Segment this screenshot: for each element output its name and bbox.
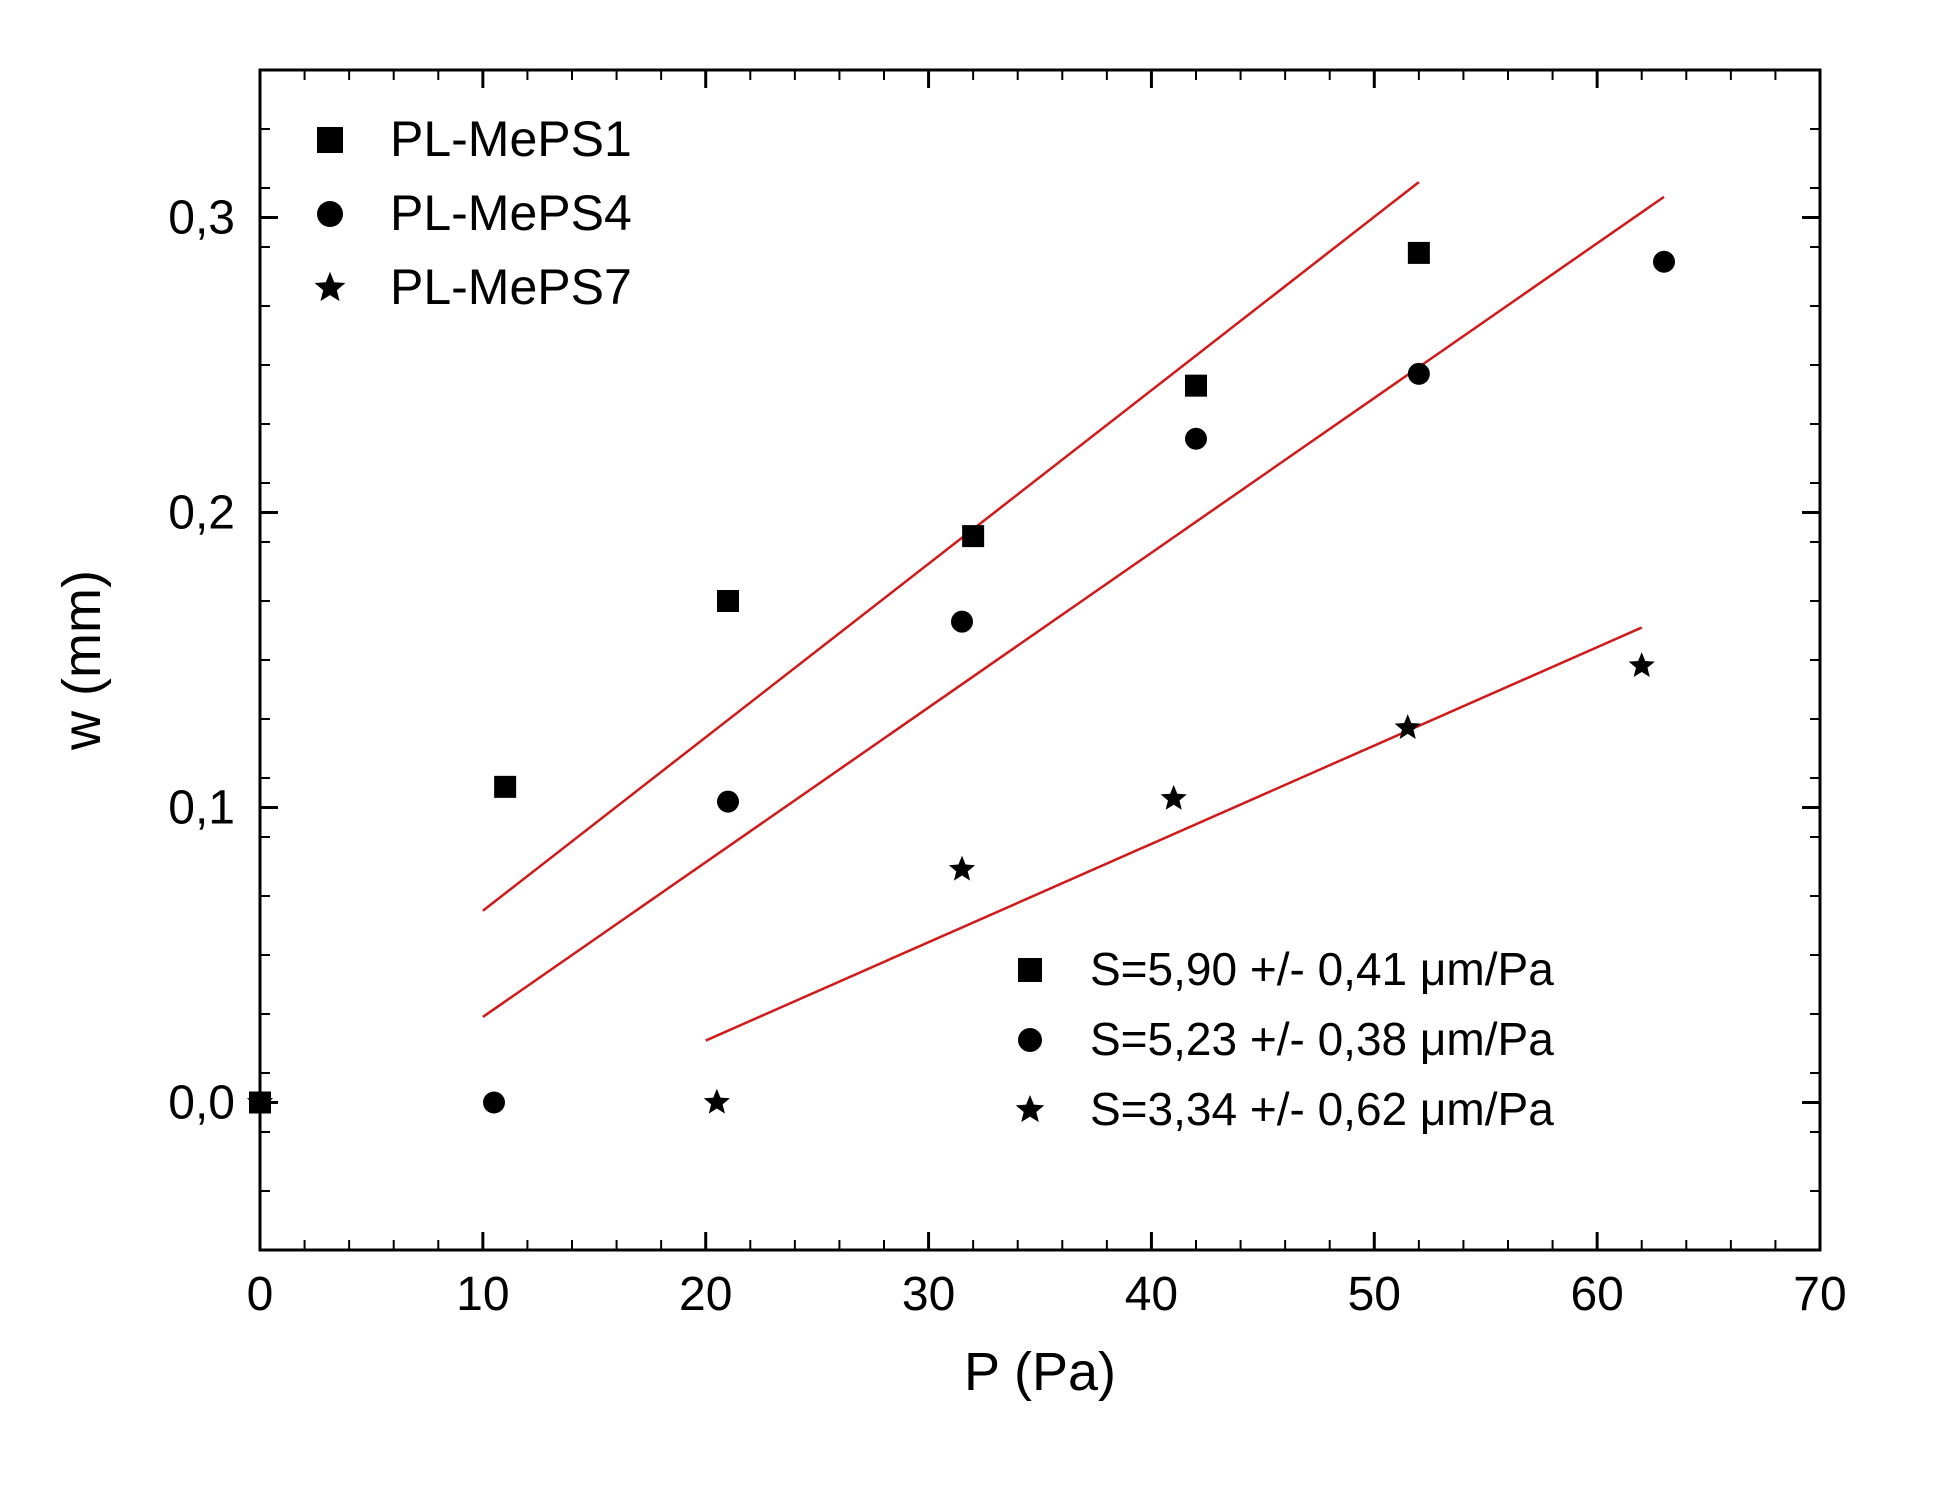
annot-label-s7: S=3,34 +/- 0,62 μm/Pa bbox=[1090, 1083, 1554, 1135]
x-tick-label: 30 bbox=[902, 1268, 955, 1321]
chart-svg: 0 10 20 30 40 50 60 70 0,0 0,1 0,2 0,3 P (Pa) w (mm) P… bbox=[0, 0, 1942, 1500]
x-tick-label: 70 bbox=[1793, 1268, 1846, 1321]
data-point-s1 bbox=[494, 776, 516, 798]
x-tick-label: 10 bbox=[456, 1268, 509, 1321]
data-point-s1 bbox=[1185, 375, 1207, 397]
data-point-s4 bbox=[951, 611, 973, 633]
data-point-s1 bbox=[1408, 242, 1430, 264]
data-point-s1 bbox=[962, 525, 984, 547]
legend-label-s1: PL-MePS1 bbox=[390, 111, 632, 167]
plot-frame bbox=[260, 70, 1820, 1250]
data-point-s4 bbox=[483, 1092, 505, 1114]
legend-label-s7: PL-MePS7 bbox=[390, 259, 632, 315]
scatter-chart: 0 10 20 30 40 50 60 70 0,0 0,1 0,2 0,3 P (Pa) w (mm) P… bbox=[0, 0, 1942, 1500]
x-tick-label: 60 bbox=[1570, 1268, 1623, 1321]
legend-marker-s4 bbox=[317, 201, 343, 227]
annot-label-s1: S=5,90 +/- 0,41 μm/Pa bbox=[1090, 943, 1554, 995]
x-tick-label: 50 bbox=[1348, 1268, 1401, 1321]
annot-marker-s1 bbox=[1018, 958, 1042, 982]
x-tick-label: 40 bbox=[1125, 1268, 1178, 1321]
data-point-s4 bbox=[1185, 428, 1207, 450]
data-point-s4 bbox=[1408, 363, 1430, 385]
y-tick-label: 0,3 bbox=[168, 192, 235, 245]
x-tick-label: 0 bbox=[247, 1268, 274, 1321]
data-point-s4 bbox=[1653, 251, 1675, 273]
annot-marker-s4 bbox=[1018, 1028, 1042, 1052]
x-axis-label: P (Pa) bbox=[964, 1342, 1116, 1402]
annot-label-s4: S=5,23 +/- 0,38 μm/Pa bbox=[1090, 1013, 1554, 1065]
y-tick-label: 0,0 bbox=[168, 1077, 235, 1130]
data-point-s1 bbox=[717, 590, 739, 612]
y-tick-label: 0,1 bbox=[168, 782, 235, 835]
data-point-s4 bbox=[717, 791, 739, 813]
y-tick-label: 0,2 bbox=[168, 487, 235, 540]
x-tick-label: 20 bbox=[679, 1268, 732, 1321]
legend-marker-s1 bbox=[317, 127, 343, 153]
y-axis-label: w (mm) bbox=[52, 570, 112, 751]
legend-label-s4: PL-MePS4 bbox=[390, 185, 632, 241]
